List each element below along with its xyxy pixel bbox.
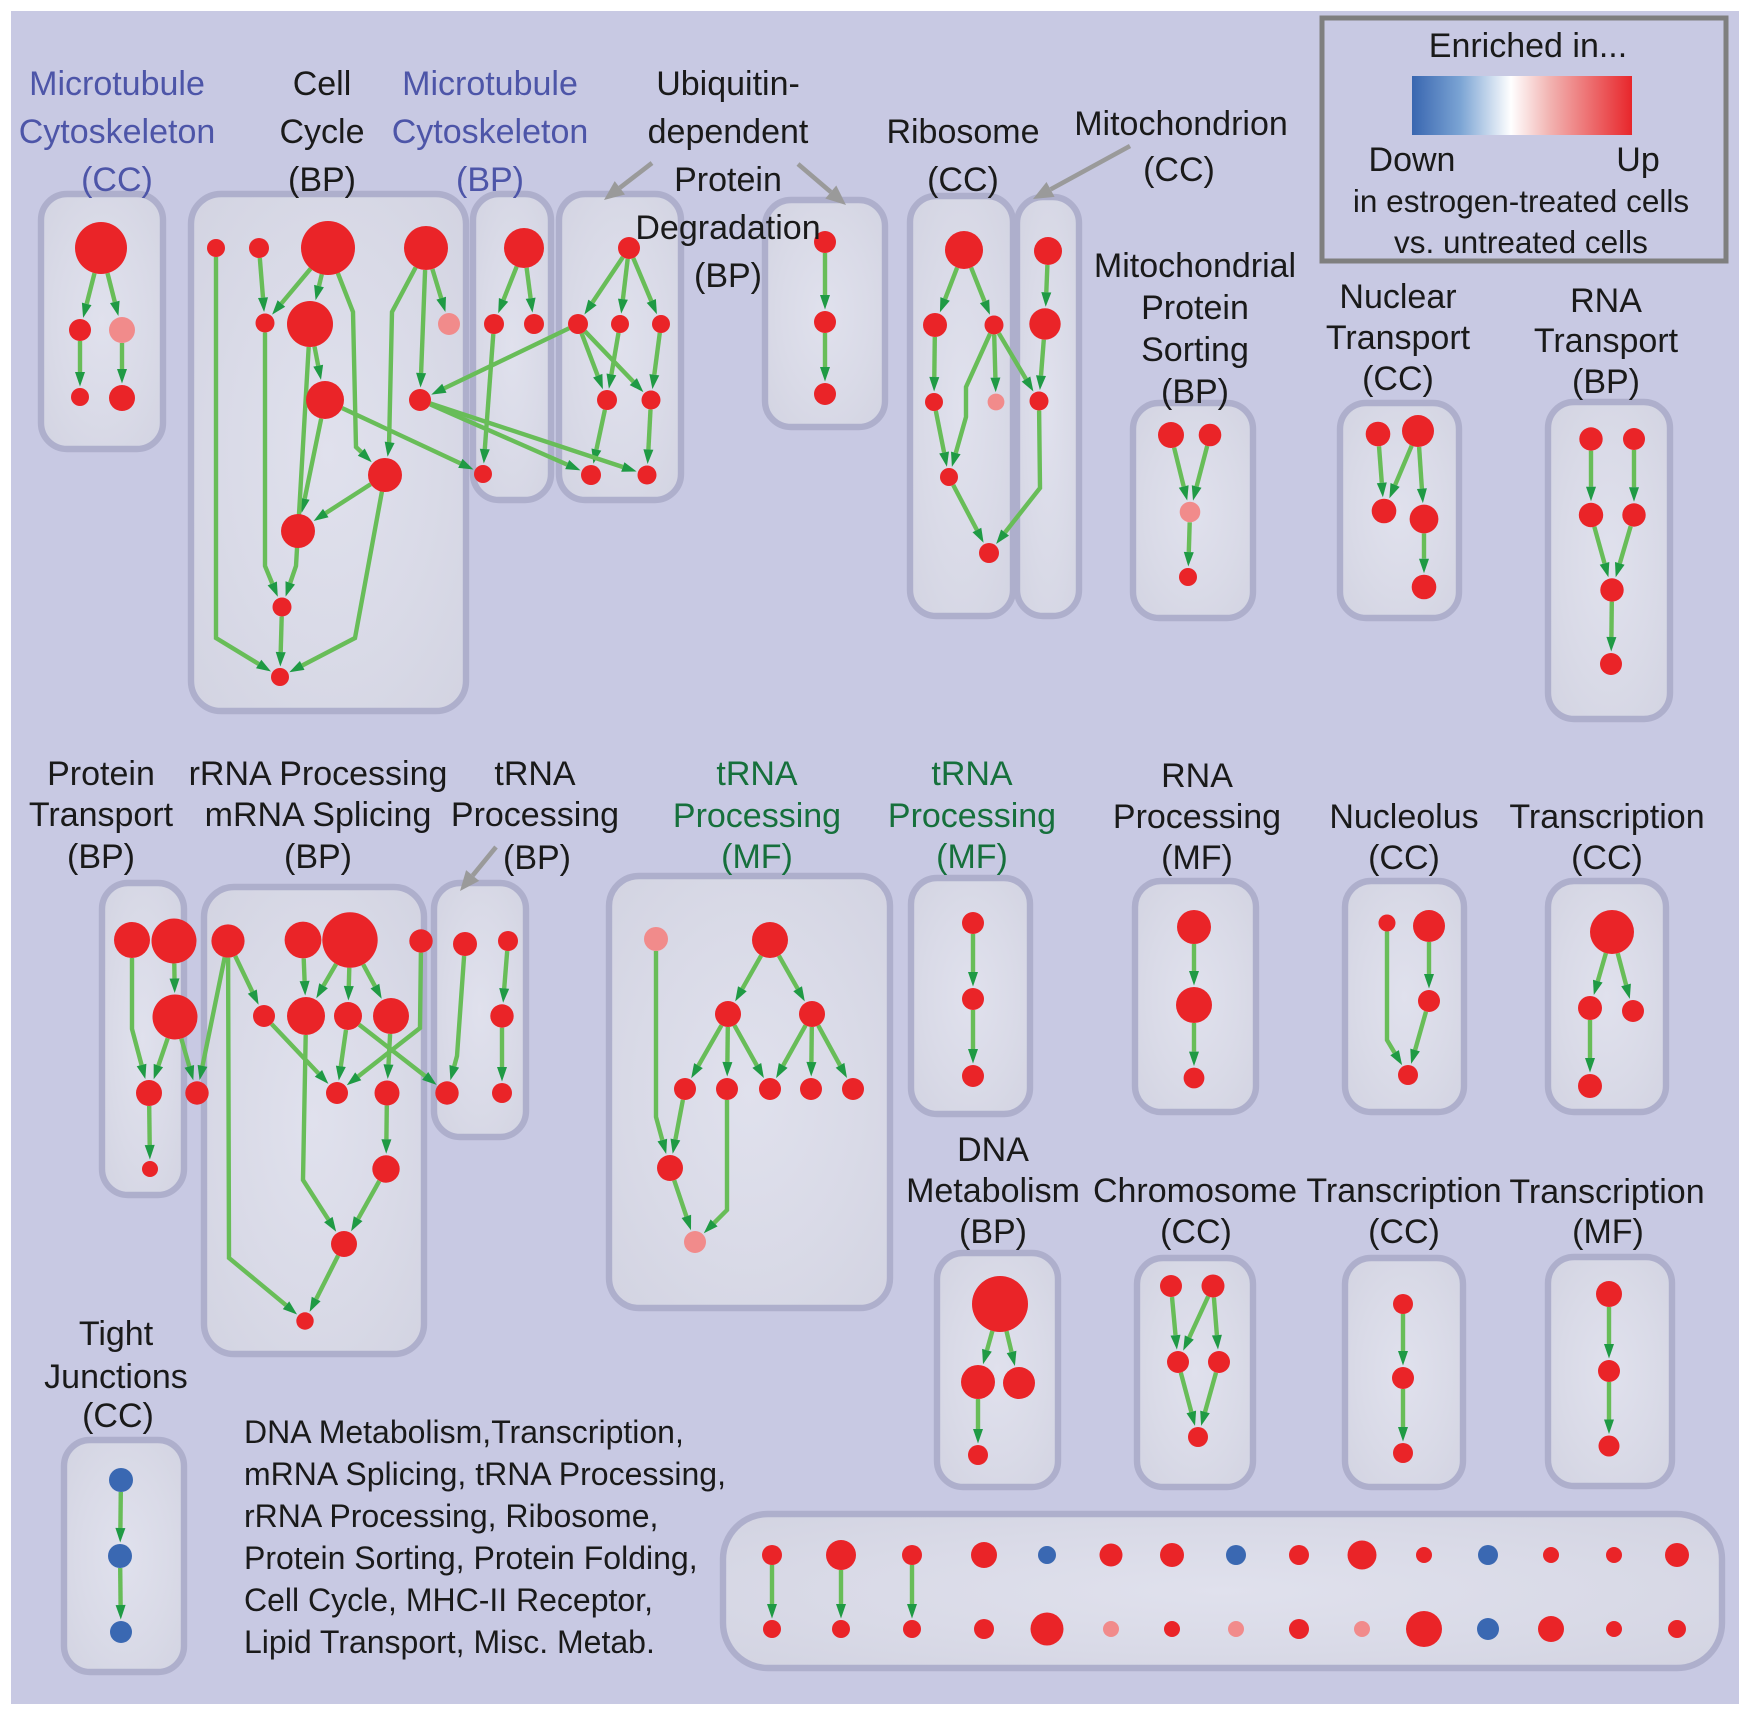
svg-text:Cycle: Cycle [279, 113, 364, 151]
svg-text:Microtubule: Microtubule [29, 65, 205, 103]
svg-text:dependent: dependent [648, 113, 809, 151]
svg-text:(MF): (MF) [1572, 1213, 1644, 1251]
svg-text:Transport: Transport [1534, 322, 1679, 360]
svg-text:(BP): (BP) [959, 1213, 1027, 1251]
svg-text:(CC): (CC) [1143, 151, 1215, 189]
svg-text:(MF): (MF) [936, 838, 1008, 876]
svg-text:vs. untreated cells: vs. untreated cells [1394, 224, 1648, 260]
svg-text:Lipid Transport, Misc. Metab.: Lipid Transport, Misc. Metab. [244, 1624, 655, 1660]
svg-text:(CC): (CC) [1571, 839, 1643, 877]
svg-text:Protein: Protein [1141, 289, 1249, 327]
svg-text:Cytoskeleton: Cytoskeleton [19, 113, 216, 151]
svg-text:(CC): (CC) [81, 161, 153, 199]
svg-text:DNA Metabolism,Transcription,: DNA Metabolism,Transcription, [244, 1414, 684, 1450]
svg-text:Junctions: Junctions [44, 1358, 188, 1396]
svg-text:(CC): (CC) [927, 161, 999, 199]
svg-text:Processing: Processing [1113, 798, 1281, 836]
svg-text:Chromosome: Chromosome [1093, 1172, 1297, 1210]
svg-text:Sorting: Sorting [1141, 331, 1249, 369]
svg-text:Ribosome: Ribosome [886, 113, 1039, 151]
svg-text:(BP): (BP) [288, 161, 356, 199]
svg-text:Processing: Processing [673, 797, 841, 835]
svg-text:Processing: Processing [451, 796, 619, 834]
svg-text:(BP): (BP) [503, 839, 571, 877]
svg-text:in estrogen-treated cells: in estrogen-treated cells [1353, 183, 1689, 219]
svg-text:rRNA Processing: rRNA Processing [189, 755, 448, 793]
svg-text:Mitochondrion: Mitochondrion [1074, 105, 1288, 143]
svg-text:Protein: Protein [674, 161, 782, 199]
svg-text:Transcription: Transcription [1509, 798, 1704, 836]
svg-text:RNA: RNA [1570, 282, 1642, 320]
svg-text:Transcription: Transcription [1306, 1172, 1501, 1210]
svg-text:(CC): (CC) [82, 1397, 154, 1435]
svg-text:(BP): (BP) [284, 838, 352, 876]
svg-text:(BP): (BP) [1572, 363, 1640, 401]
svg-text:Metabolism: Metabolism [906, 1172, 1080, 1210]
svg-text:Microtubule: Microtubule [402, 65, 578, 103]
svg-text:Ubiquitin-: Ubiquitin- [656, 65, 800, 103]
svg-text:Tight: Tight [79, 1315, 154, 1353]
svg-text:tRNA: tRNA [494, 755, 576, 793]
svg-text:Nuclear: Nuclear [1339, 278, 1456, 316]
svg-text:(CC): (CC) [1368, 839, 1440, 877]
svg-text:Enriched in...: Enriched in... [1429, 27, 1627, 65]
svg-text:Protein Sorting, Protein Foldi: Protein Sorting, Protein Folding, [244, 1540, 698, 1576]
svg-text:RNA: RNA [1161, 757, 1233, 795]
svg-text:rRNA Processing, Ribosome,: rRNA Processing, Ribosome, [244, 1498, 658, 1534]
svg-text:Degradation: Degradation [635, 209, 820, 247]
svg-text:Transport: Transport [29, 796, 174, 834]
svg-text:Processing: Processing [888, 797, 1056, 835]
svg-text:mRNA Splicing, tRNA Processing: mRNA Splicing, tRNA Processing, [244, 1456, 726, 1492]
svg-text:mRNA Splicing: mRNA Splicing [205, 796, 432, 834]
svg-text:tRNA: tRNA [931, 755, 1013, 793]
svg-text:Protein: Protein [47, 755, 155, 793]
svg-text:(MF): (MF) [1161, 839, 1233, 877]
svg-text:Cell Cycle, MHC-II Receptor,: Cell Cycle, MHC-II Receptor, [244, 1582, 653, 1618]
svg-text:Cell: Cell [293, 65, 352, 103]
svg-text:Transport: Transport [1326, 319, 1471, 357]
svg-text:(CC): (CC) [1368, 1213, 1440, 1251]
svg-text:(CC): (CC) [1362, 360, 1434, 398]
svg-text:Up: Up [1616, 141, 1659, 179]
svg-text:Down: Down [1369, 141, 1456, 179]
svg-text:DNA: DNA [957, 1131, 1029, 1169]
svg-text:(CC): (CC) [1160, 1213, 1232, 1251]
svg-text:Nucleolus: Nucleolus [1329, 798, 1478, 836]
svg-text:Cytoskeleton: Cytoskeleton [392, 113, 589, 151]
svg-text:(BP): (BP) [456, 161, 524, 199]
svg-text:(BP): (BP) [1161, 373, 1229, 411]
svg-text:Transcription: Transcription [1509, 1173, 1704, 1211]
svg-text:tRNA: tRNA [716, 755, 798, 793]
svg-text:(BP): (BP) [694, 257, 762, 295]
svg-text:(MF): (MF) [721, 838, 793, 876]
svg-text:Mitochondrial: Mitochondrial [1094, 247, 1296, 285]
svg-text:(BP): (BP) [67, 838, 135, 876]
